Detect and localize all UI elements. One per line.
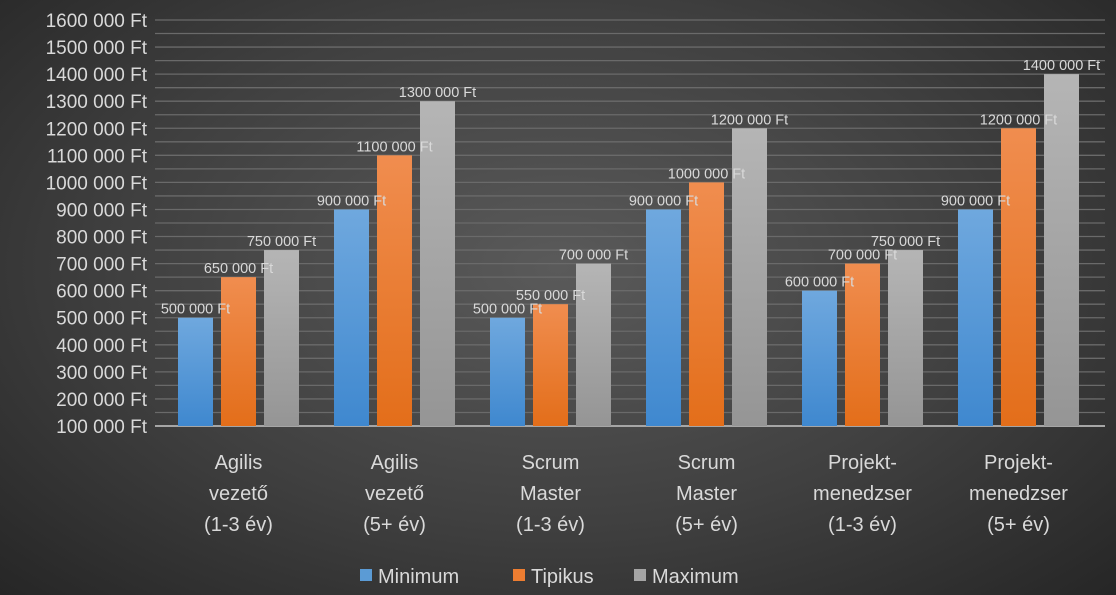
bar-maximum xyxy=(420,101,455,426)
x-category-label: Agilis xyxy=(215,452,263,474)
y-tick-label: 400 000 Ft xyxy=(56,336,148,357)
bar-tipikus xyxy=(377,155,412,427)
y-tick-label: 300 000 Ft xyxy=(56,363,148,384)
data-label: 900 000 Ft xyxy=(941,193,1010,209)
legend-swatch-tipikus xyxy=(513,569,525,581)
y-tick-label: 1300 000 Ft xyxy=(46,92,148,113)
x-category-label: Master xyxy=(676,483,737,505)
x-category-label: Projekt- xyxy=(984,452,1053,474)
y-tick-label: 1400 000 Ft xyxy=(46,65,148,86)
bar-minimum xyxy=(802,290,837,426)
y-tick-label: 200 000 Ft xyxy=(56,390,148,411)
data-label: 1000 000 Ft xyxy=(668,166,745,182)
y-tick-label: 700 000 Ft xyxy=(56,255,148,276)
y-tick-label: 1600 000 Ft xyxy=(46,11,148,32)
bar-maximum xyxy=(264,250,299,426)
data-label: 1300 000 Ft xyxy=(399,85,476,101)
y-tick-label: 800 000 Ft xyxy=(56,228,148,249)
x-category-label: vezető xyxy=(365,483,424,505)
bar-minimum xyxy=(490,317,525,426)
data-label: 650 000 Ft xyxy=(204,261,273,277)
data-label: 500 000 Ft xyxy=(161,302,230,318)
x-category-label: Projekt- xyxy=(828,452,897,474)
data-label: 1400 000 Ft xyxy=(1023,58,1100,74)
bar-minimum xyxy=(334,209,369,426)
y-tick-label: 900 000 Ft xyxy=(56,200,148,221)
y-tick-label: 500 000 Ft xyxy=(56,309,148,330)
bar-tipikus xyxy=(221,277,256,426)
y-tick-label: 1500 000 Ft xyxy=(46,38,148,59)
bar-tipikus xyxy=(845,263,880,426)
data-label: 900 000 Ft xyxy=(317,193,386,209)
x-category-label: vezető xyxy=(209,483,268,505)
x-category-label: (5+ év) xyxy=(675,514,738,536)
bar-minimum xyxy=(178,317,213,426)
y-tick-label: 100 000 Ft xyxy=(56,417,148,438)
data-label: 1200 000 Ft xyxy=(711,112,788,128)
x-category-label: menedzser xyxy=(813,483,912,505)
y-tick-label: 600 000 Ft xyxy=(56,282,148,303)
data-label: 500 000 Ft xyxy=(473,302,542,318)
x-category-label: (1-3 év) xyxy=(516,514,585,536)
data-label: 600 000 Ft xyxy=(785,275,854,291)
bar-tipikus xyxy=(1001,128,1036,426)
bar-maximum xyxy=(888,250,923,426)
legend-swatch-maximum xyxy=(634,569,646,581)
x-category-label: Master xyxy=(520,483,581,505)
x-category-label: (5+ év) xyxy=(987,514,1050,536)
data-label: 550 000 Ft xyxy=(516,288,585,304)
legend-swatch-minimum xyxy=(360,569,372,581)
x-category-label: menedzser xyxy=(969,483,1068,505)
y-tick-label: 1000 000 Ft xyxy=(46,173,148,194)
data-label: 750 000 Ft xyxy=(247,234,316,250)
x-category-label: Agilis xyxy=(371,452,419,474)
bar-maximum xyxy=(732,128,767,426)
y-tick-label: 1100 000 Ft xyxy=(47,146,148,167)
x-category-label: Scrum xyxy=(678,452,736,474)
data-label: 700 000 Ft xyxy=(828,248,897,264)
bar-tipikus xyxy=(689,182,724,426)
bar-tipikus xyxy=(533,304,568,426)
x-category-label: Scrum xyxy=(522,452,580,474)
bar-maximum xyxy=(576,263,611,426)
data-label: 1200 000 Ft xyxy=(980,112,1057,128)
legend-label: Tipikus xyxy=(531,566,594,588)
y-tick-label: 1200 000 Ft xyxy=(46,119,148,140)
legend-label: Minimum xyxy=(378,566,459,588)
bar-maximum xyxy=(1044,74,1079,426)
data-label: 750 000 Ft xyxy=(871,234,940,250)
x-category-label: (1-3 év) xyxy=(204,514,273,536)
data-label: 1100 000 Ft xyxy=(356,139,432,155)
data-label: 700 000 Ft xyxy=(559,248,628,264)
x-category-label: (1-3 év) xyxy=(828,514,897,536)
data-label: 900 000 Ft xyxy=(629,193,698,209)
legend-label: Maximum xyxy=(652,566,739,588)
bar-minimum xyxy=(646,209,681,426)
x-category-label: (5+ év) xyxy=(363,514,426,536)
bar-minimum xyxy=(958,209,993,426)
